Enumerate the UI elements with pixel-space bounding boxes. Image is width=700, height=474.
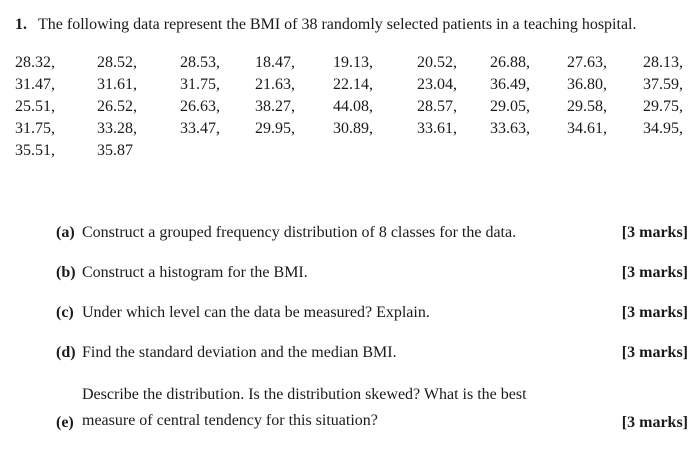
subquestion-text: Under which level can the data be measur… (82, 304, 430, 321)
bmi-value: 25.51, (15, 98, 55, 115)
subquestion-label: (b) (56, 264, 76, 281)
bmi-value: 44.08, (333, 98, 373, 115)
subquestion-list: (a) Construct a grouped frequency distri… (56, 222, 688, 434)
bmi-value: 28.32, (15, 54, 55, 71)
subquestion-text: Construct a grouped frequency distributi… (82, 224, 517, 241)
subquestion-text: Find the standard deviation and the medi… (82, 344, 397, 361)
bmi-value: 20.52, (417, 54, 457, 71)
problem-statement: 1. The following data represent the BMI … (15, 14, 688, 36)
bmi-value: 33.61, (417, 120, 457, 137)
bmi-value: 28.13, (643, 54, 683, 71)
bmi-value: 22.14, (333, 76, 373, 93)
bmi-value: 19.13, (333, 54, 373, 71)
bmi-value: 31.75, (180, 76, 220, 93)
bmi-value: 29.58, (567, 98, 607, 115)
bmi-value: 31.47, (15, 76, 55, 93)
subquestion-d: (d) Find the standard deviation and the … (56, 342, 688, 364)
marks-label: [3 marks] (621, 344, 688, 361)
subquestion-c: (c) Under which level can the data be me… (56, 302, 688, 324)
bmi-value: 28.57, (417, 98, 457, 115)
marks-label: [3 marks] (621, 224, 688, 241)
bmi-value: 30.89, (333, 120, 373, 137)
subquestion-text: Describe the distribution. Is the distri… (82, 386, 527, 429)
subquestion-b: (b) Construct a histogram for the BMI. [… (56, 262, 688, 284)
bmi-value: 33.63, (490, 120, 530, 137)
bmi-value: 33.47, (180, 120, 220, 137)
bmi-value: 26.63, (180, 98, 220, 115)
exam-document: 1. The following data represent the BMI … (0, 14, 700, 474)
bmi-value: 18.47, (255, 54, 295, 71)
subquestion-label: (d) (56, 344, 76, 361)
marks-label: [3 marks] (621, 304, 688, 321)
bmi-value: 29.05, (490, 98, 530, 115)
bmi-value: 38.27, (255, 98, 295, 115)
subquestion-label: (e) (56, 414, 74, 431)
bmi-value: 34.95, (643, 120, 683, 137)
bmi-value: 31.75, (15, 120, 55, 137)
subquestion-text: Construct a histogram for the BMI. (82, 264, 308, 281)
bmi-value: 23.04, (417, 76, 457, 93)
subquestion-label: (c) (56, 304, 74, 321)
bmi-value: 26.88, (490, 54, 530, 71)
bmi-value: 31.61, (97, 76, 137, 93)
subquestion-label: (a) (56, 224, 75, 241)
bmi-value: 35.87 (97, 142, 133, 159)
subquestion-a: (a) Construct a grouped frequency distri… (56, 222, 688, 244)
bmi-value: 27.63, (567, 54, 607, 71)
marks-label: [3 marks] (621, 264, 688, 281)
bmi-value: 37.59, (643, 76, 683, 93)
problem-text: The following data represent the BMI of … (38, 16, 637, 33)
bmi-data-grid: 28.32, 28.52, 28.53, 18.47, 19.13, 20.52… (15, 52, 688, 162)
problem-number: 1. (15, 16, 27, 33)
bmi-value: 21.63, (255, 76, 295, 93)
bmi-value: 26.52, (97, 98, 137, 115)
bmi-value: 34.61, (567, 120, 607, 137)
bmi-value: 33.28, (97, 120, 137, 137)
bmi-value: 28.52, (97, 54, 137, 71)
bmi-value: 36.49, (490, 76, 530, 93)
bmi-value: 36.80, (567, 76, 607, 93)
bmi-value: 35.51, (15, 142, 55, 159)
subquestion-e: (e) Describe the distribution. Is the di… (56, 382, 688, 434)
bmi-value: 29.95, (255, 120, 295, 137)
bmi-value: 28.53, (180, 54, 220, 71)
marks-label: [3 marks] (621, 414, 688, 431)
bmi-value: 29.75, (643, 98, 683, 115)
